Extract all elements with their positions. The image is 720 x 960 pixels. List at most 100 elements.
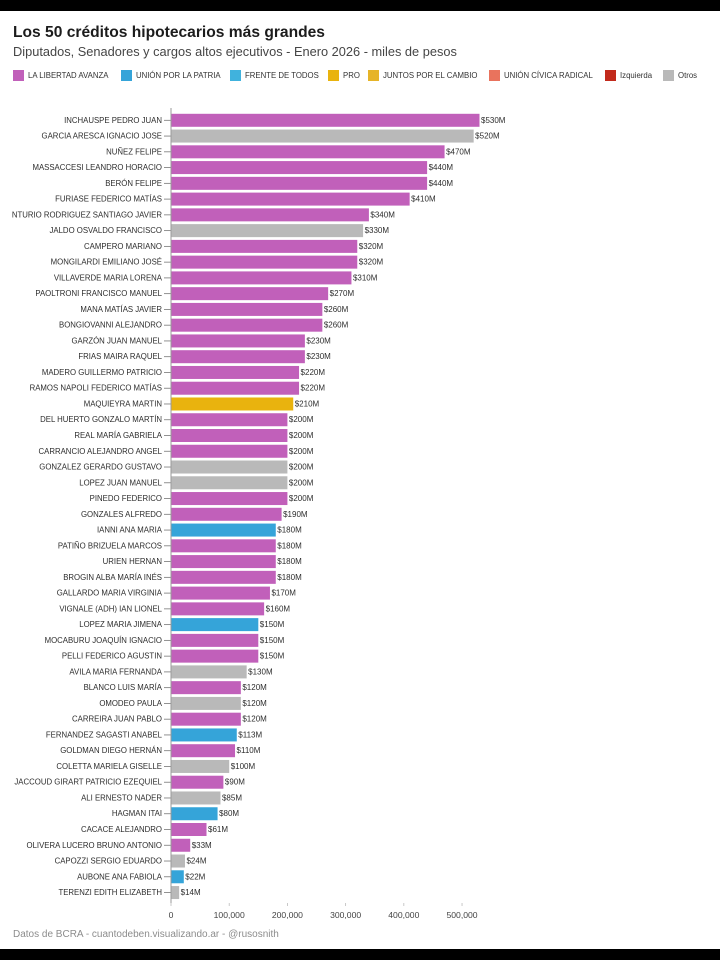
x-tick-label: 0 [169,910,174,920]
bar [171,618,259,632]
category-label: ALI ERNESTO NADER [81,793,162,802]
category-label: AVILA MARIA FERNANDA [69,667,162,676]
category-label: HAGMAN ITAI [112,809,162,818]
legend-label: UNIÓN CÍVICA RADICAL [504,70,593,80]
bar [171,681,241,695]
category-label: PELLI FEDERICO AGUSTIN [62,652,162,661]
value-label: $180M [277,557,302,566]
legend-swatch [489,69,500,81]
value-label: $440M [429,179,454,188]
value-label: $14M [181,888,201,897]
bar [171,460,288,474]
value-label: $310M [353,273,378,282]
bar [171,302,323,316]
bar [171,381,300,395]
bar [171,555,276,569]
bar [171,334,305,348]
value-label: $260M [324,321,349,330]
value-label: $150M [260,620,285,629]
value-label: $120M [242,699,267,708]
category-label: LOPEZ MARIA JIMENA [79,620,163,629]
legend-item-union-por-la-patria: UNIÓN POR LA PATRIA [121,69,221,81]
value-label: $180M [277,573,302,582]
value-label: $61M [208,825,228,834]
bar [171,838,191,852]
bar [171,192,410,206]
bars [171,113,480,900]
category-label: MANA MATÍAS JAVIER [80,305,162,314]
legend-label: UNIÓN POR LA PATRIA [136,70,221,80]
bar [171,176,428,190]
value-label: $22M [185,872,205,881]
legend-label: Otros [678,70,698,80]
category-label: IANNI ANA MARIA [97,526,163,535]
value-label: $113M [238,730,262,739]
category-label: NTURIO RODRIGUEZ SANTIAGO JAVIER [12,210,163,219]
value-label: $90M [225,778,245,787]
value-label: $220M [301,384,326,393]
value-label: $180M [277,526,302,535]
bar [171,586,270,600]
category-label: GARZÓN JUAN MANUEL [71,336,162,345]
value-label: $190M [283,510,308,519]
value-label: $530M [481,116,506,125]
bar [171,255,358,269]
bar [171,854,185,868]
legend-item-juntos-por-el-cambio: JUNTOS POR EL CAMBIO [368,69,477,81]
bar [171,570,276,584]
value-label: $200M [289,478,314,487]
bar [171,696,241,710]
bar [171,365,300,379]
value-label: $260M [324,305,349,314]
value-label: $130M [248,667,273,676]
category-label: BERÓN FELIPE [105,179,162,188]
chart-title: Los 50 créditos hipotecarios más grandes [13,24,325,41]
category-label: NUÑEZ FELIPE [106,147,162,156]
bar [171,759,230,773]
legend-swatch [368,69,379,81]
value-label: $200M [289,431,314,440]
category-label: BONGIOVANNI ALEJANDRO [59,321,162,330]
category-label: GARCIA ARESCA IGNACIO JOSE [42,132,162,141]
category-label: CAMPERO MARIANO [84,242,162,251]
value-label: $200M [289,494,314,503]
value-label: $230M [306,352,331,361]
bar [171,208,369,222]
value-labels: $530M $520M $470M $440M $440M $410M $340M $330M… [181,116,506,897]
axes: 0 100,000 200,000 300,000 400,000 500,000 [169,108,478,920]
bar [171,224,364,238]
value-label: $24M [186,857,206,866]
legend-item-izquierda: Izquierda [605,69,652,81]
legend-label: LA LIBERTAD AVANZA [28,70,109,80]
category-label: FURIASE FEDERICO MATÍAS [55,195,162,204]
category-label: JACCOUD GIRART PATRICIO EZEQUIEL [14,778,162,787]
value-label: $210M [295,399,320,408]
category-label: INCHAUSPE PEDRO JUAN [64,116,162,125]
category-label: URIEN HERNAN [103,557,162,566]
category-label: VILLAVERDE MARIA LORENA [54,273,163,282]
bar [171,602,265,616]
bar [171,633,259,647]
bar [171,649,259,663]
value-label: $440M [429,163,454,172]
bar [171,744,236,758]
category-label: BROGIN ALBA MARÍA INÉS [63,573,162,582]
value-label: $330M [365,226,390,235]
value-label: $200M [289,447,314,456]
legend-item-otros: Otros [663,69,697,81]
value-label: $320M [359,258,384,267]
value-label: $80M [219,809,239,818]
value-label: $100M [231,762,256,771]
legend-swatch [121,69,132,81]
category-label: MAQUIEYRA MARTIN [84,399,162,408]
value-label: $270M [330,289,355,298]
category-label: MOCABURU JOAQUÍN IGNACIO [45,636,162,645]
bar [171,476,288,490]
bar [171,413,288,427]
value-label: $410M [411,195,436,204]
bar [171,350,305,364]
source-footer: Datos de BCRA - cuantodeben.visualizando… [13,929,279,940]
legend-swatch [605,69,616,81]
horizontal-bar-chart: INCHAUSPE PEDRO JUAN GARCIA ARESCA IGNACI… [12,108,506,920]
category-label: VIGNALE (ADH) IAN LIONEL [59,604,162,613]
